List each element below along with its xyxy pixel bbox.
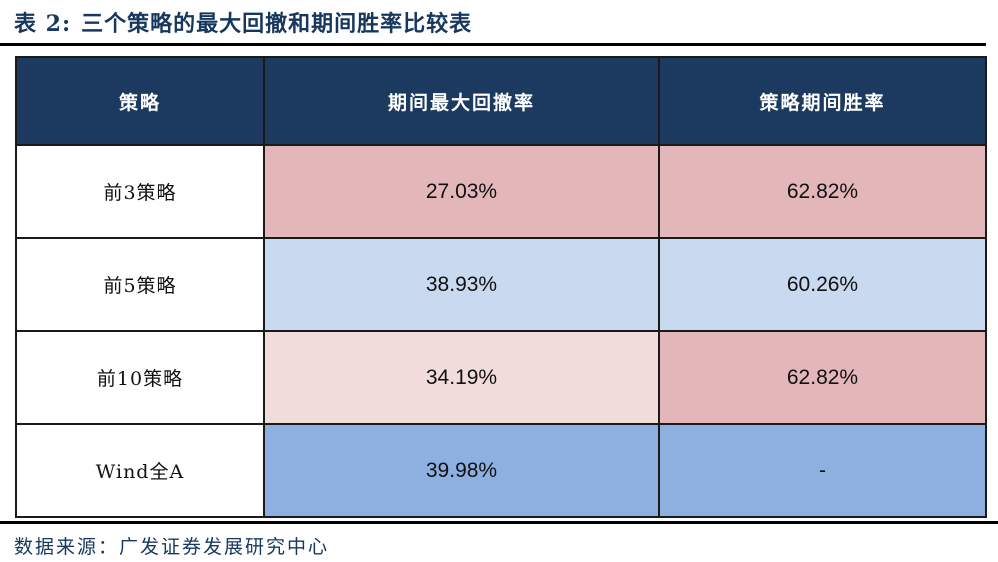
cell-win-rate: 60.26%: [658, 237, 987, 332]
header-max-drawdown: 期间最大回撤率: [263, 56, 660, 146]
table-row: 前10策略 34.19% 62.82%: [15, 330, 987, 425]
footer-divider: [0, 521, 998, 524]
data-source: 数据来源：广发证券发展研究中心: [14, 536, 330, 558]
cell-drawdown: 38.93%: [263, 237, 660, 332]
cell-drawdown: 27.03%: [263, 144, 660, 239]
cell-win-rate: -: [658, 423, 987, 518]
table-row: 前3策略 27.03% 62.82%: [15, 144, 987, 239]
comparison-table: 策略 期间最大回撤率 策略期间胜率 前3策略 27.03% 62.82% 前5策…: [15, 56, 987, 518]
header-row: 策略 期间最大回撤率 策略期间胜率: [15, 56, 987, 146]
table-number: 表 2:: [14, 11, 72, 37]
header-win-rate: 策略期间胜率: [658, 56, 987, 146]
cell-strategy: 前5策略: [15, 237, 265, 332]
table-title: 表 2: 三个策略的最大回撤和期间胜率比较表: [14, 6, 472, 38]
cell-strategy: Wind全A: [15, 423, 265, 518]
cell-strategy: 前3策略: [15, 144, 265, 239]
table-row: 前5策略 38.93% 60.26%: [15, 237, 987, 332]
title-underline: [0, 43, 986, 46]
table-row: Wind全A 39.98% -: [15, 423, 987, 518]
cell-drawdown: 39.98%: [263, 423, 660, 518]
table-title-text: 三个策略的最大回撤和期间胜率比较表: [81, 11, 473, 37]
cell-win-rate: 62.82%: [658, 144, 987, 239]
cell-drawdown: 34.19%: [263, 330, 660, 425]
cell-win-rate: 62.82%: [658, 330, 987, 425]
cell-strategy: 前10策略: [15, 330, 265, 425]
header-strategy: 策略: [15, 56, 265, 146]
